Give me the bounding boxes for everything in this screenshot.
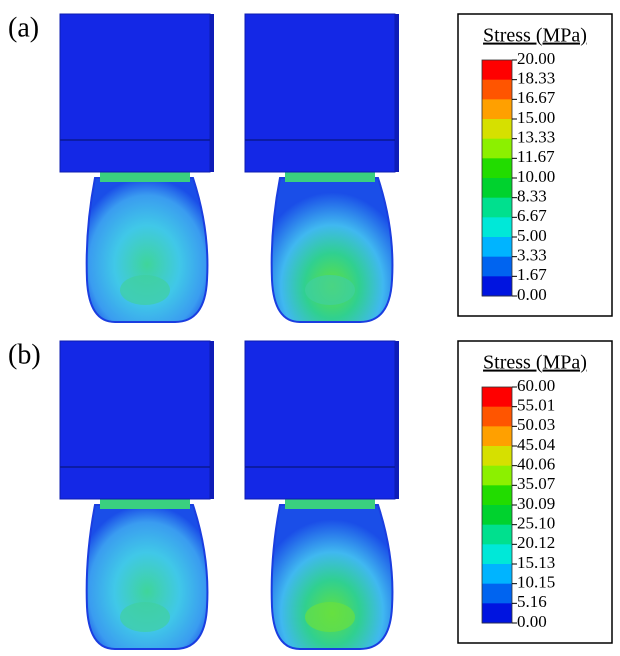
- panel: (a) Stress (MPa) 20.0018.3316.6715.0013.33…: [8, 12, 612, 322]
- stress-patch: [120, 602, 170, 632]
- colorbar-band: [482, 426, 512, 446]
- block-side: [210, 14, 214, 172]
- model: [245, 341, 399, 649]
- colorbar-band: [482, 544, 512, 564]
- panel-label: (a): [8, 12, 39, 43]
- block: [245, 14, 395, 172]
- colorbar-band: [482, 407, 512, 427]
- colorbar-label: 11.67: [517, 147, 555, 166]
- colorbar-band: [482, 485, 512, 505]
- colorbar-band: [482, 584, 512, 604]
- colorbar-label: 10.00: [517, 167, 555, 186]
- colorbar-label: 35.07: [517, 474, 556, 493]
- colorbar-label: 0.00: [517, 612, 547, 631]
- colorbar-band: [482, 276, 512, 296]
- block-side: [395, 341, 399, 499]
- colorbar-band: [482, 387, 512, 407]
- colorbar-band: [482, 505, 512, 525]
- colorbar-label: 50.03: [517, 415, 555, 434]
- colorbar-band: [482, 564, 512, 584]
- colorbar-band: [482, 466, 512, 486]
- colorbar-band: [482, 80, 512, 100]
- block: [60, 341, 210, 499]
- colorbar-label: 16.67: [517, 88, 556, 107]
- colorbar-label: 18.33: [517, 69, 555, 88]
- colorbar-label: 20.00: [517, 49, 555, 68]
- block: [60, 14, 210, 172]
- model: [60, 14, 214, 322]
- colorbar-label: 40.06: [517, 455, 555, 474]
- stress-patch: [120, 275, 170, 305]
- colorbar-band: [482, 119, 512, 139]
- legend-title: Stress (MPa): [483, 25, 587, 47]
- legend-title: Stress (MPa): [483, 352, 587, 374]
- colorbar-band: [482, 217, 512, 237]
- colorbar-band: [482, 178, 512, 198]
- colorbar-band: [482, 603, 512, 623]
- colorbar-label: 8.33: [517, 187, 547, 206]
- block-side: [210, 341, 214, 499]
- panel-label: (b): [8, 339, 41, 370]
- colorbar-label: 20.12: [517, 533, 555, 552]
- colorbar-band: [482, 99, 512, 119]
- colorbar-band: [482, 237, 512, 257]
- colorbar-label: 5.16: [517, 592, 547, 611]
- colorbar-label: 1.67: [517, 265, 547, 284]
- colorbar-label: 13.33: [517, 128, 555, 147]
- colorbar-label: 25.10: [517, 514, 555, 533]
- model: [60, 341, 214, 649]
- block-side: [395, 14, 399, 172]
- colorbar-band: [482, 158, 512, 178]
- colorbar-band: [482, 198, 512, 218]
- colorbar-label: 30.09: [517, 494, 555, 513]
- block: [245, 341, 395, 499]
- colorbar-label: 45.04: [517, 435, 556, 454]
- colorbar-band: [482, 525, 512, 545]
- colorbar-label: 15.00: [517, 108, 555, 127]
- colorbar-label: 0.00: [517, 285, 547, 304]
- colorbar-label: 5.00: [517, 226, 547, 245]
- model: [245, 14, 399, 322]
- colorbar-band: [482, 139, 512, 159]
- colorbar-band: [482, 60, 512, 80]
- stress-patch: [305, 602, 355, 632]
- stress-patch: [305, 275, 355, 305]
- colorbar-label: 3.33: [517, 246, 547, 265]
- panel: (b) Stress (MPa) 60.0055.0150.0345.0440.06…: [8, 339, 612, 649]
- figure: (a) Stress (MPa) 20.0018.3316.6715.0013.33…: [0, 0, 620, 656]
- colorbar-label: 10.15: [517, 573, 555, 592]
- colorbar-label: 15.13: [517, 553, 555, 572]
- colorbar-label: 6.67: [517, 206, 547, 225]
- colorbar-band: [482, 257, 512, 277]
- colorbar-band: [482, 446, 512, 466]
- colorbar-label: 55.01: [517, 396, 555, 415]
- colorbar-label: 60.00: [517, 376, 555, 395]
